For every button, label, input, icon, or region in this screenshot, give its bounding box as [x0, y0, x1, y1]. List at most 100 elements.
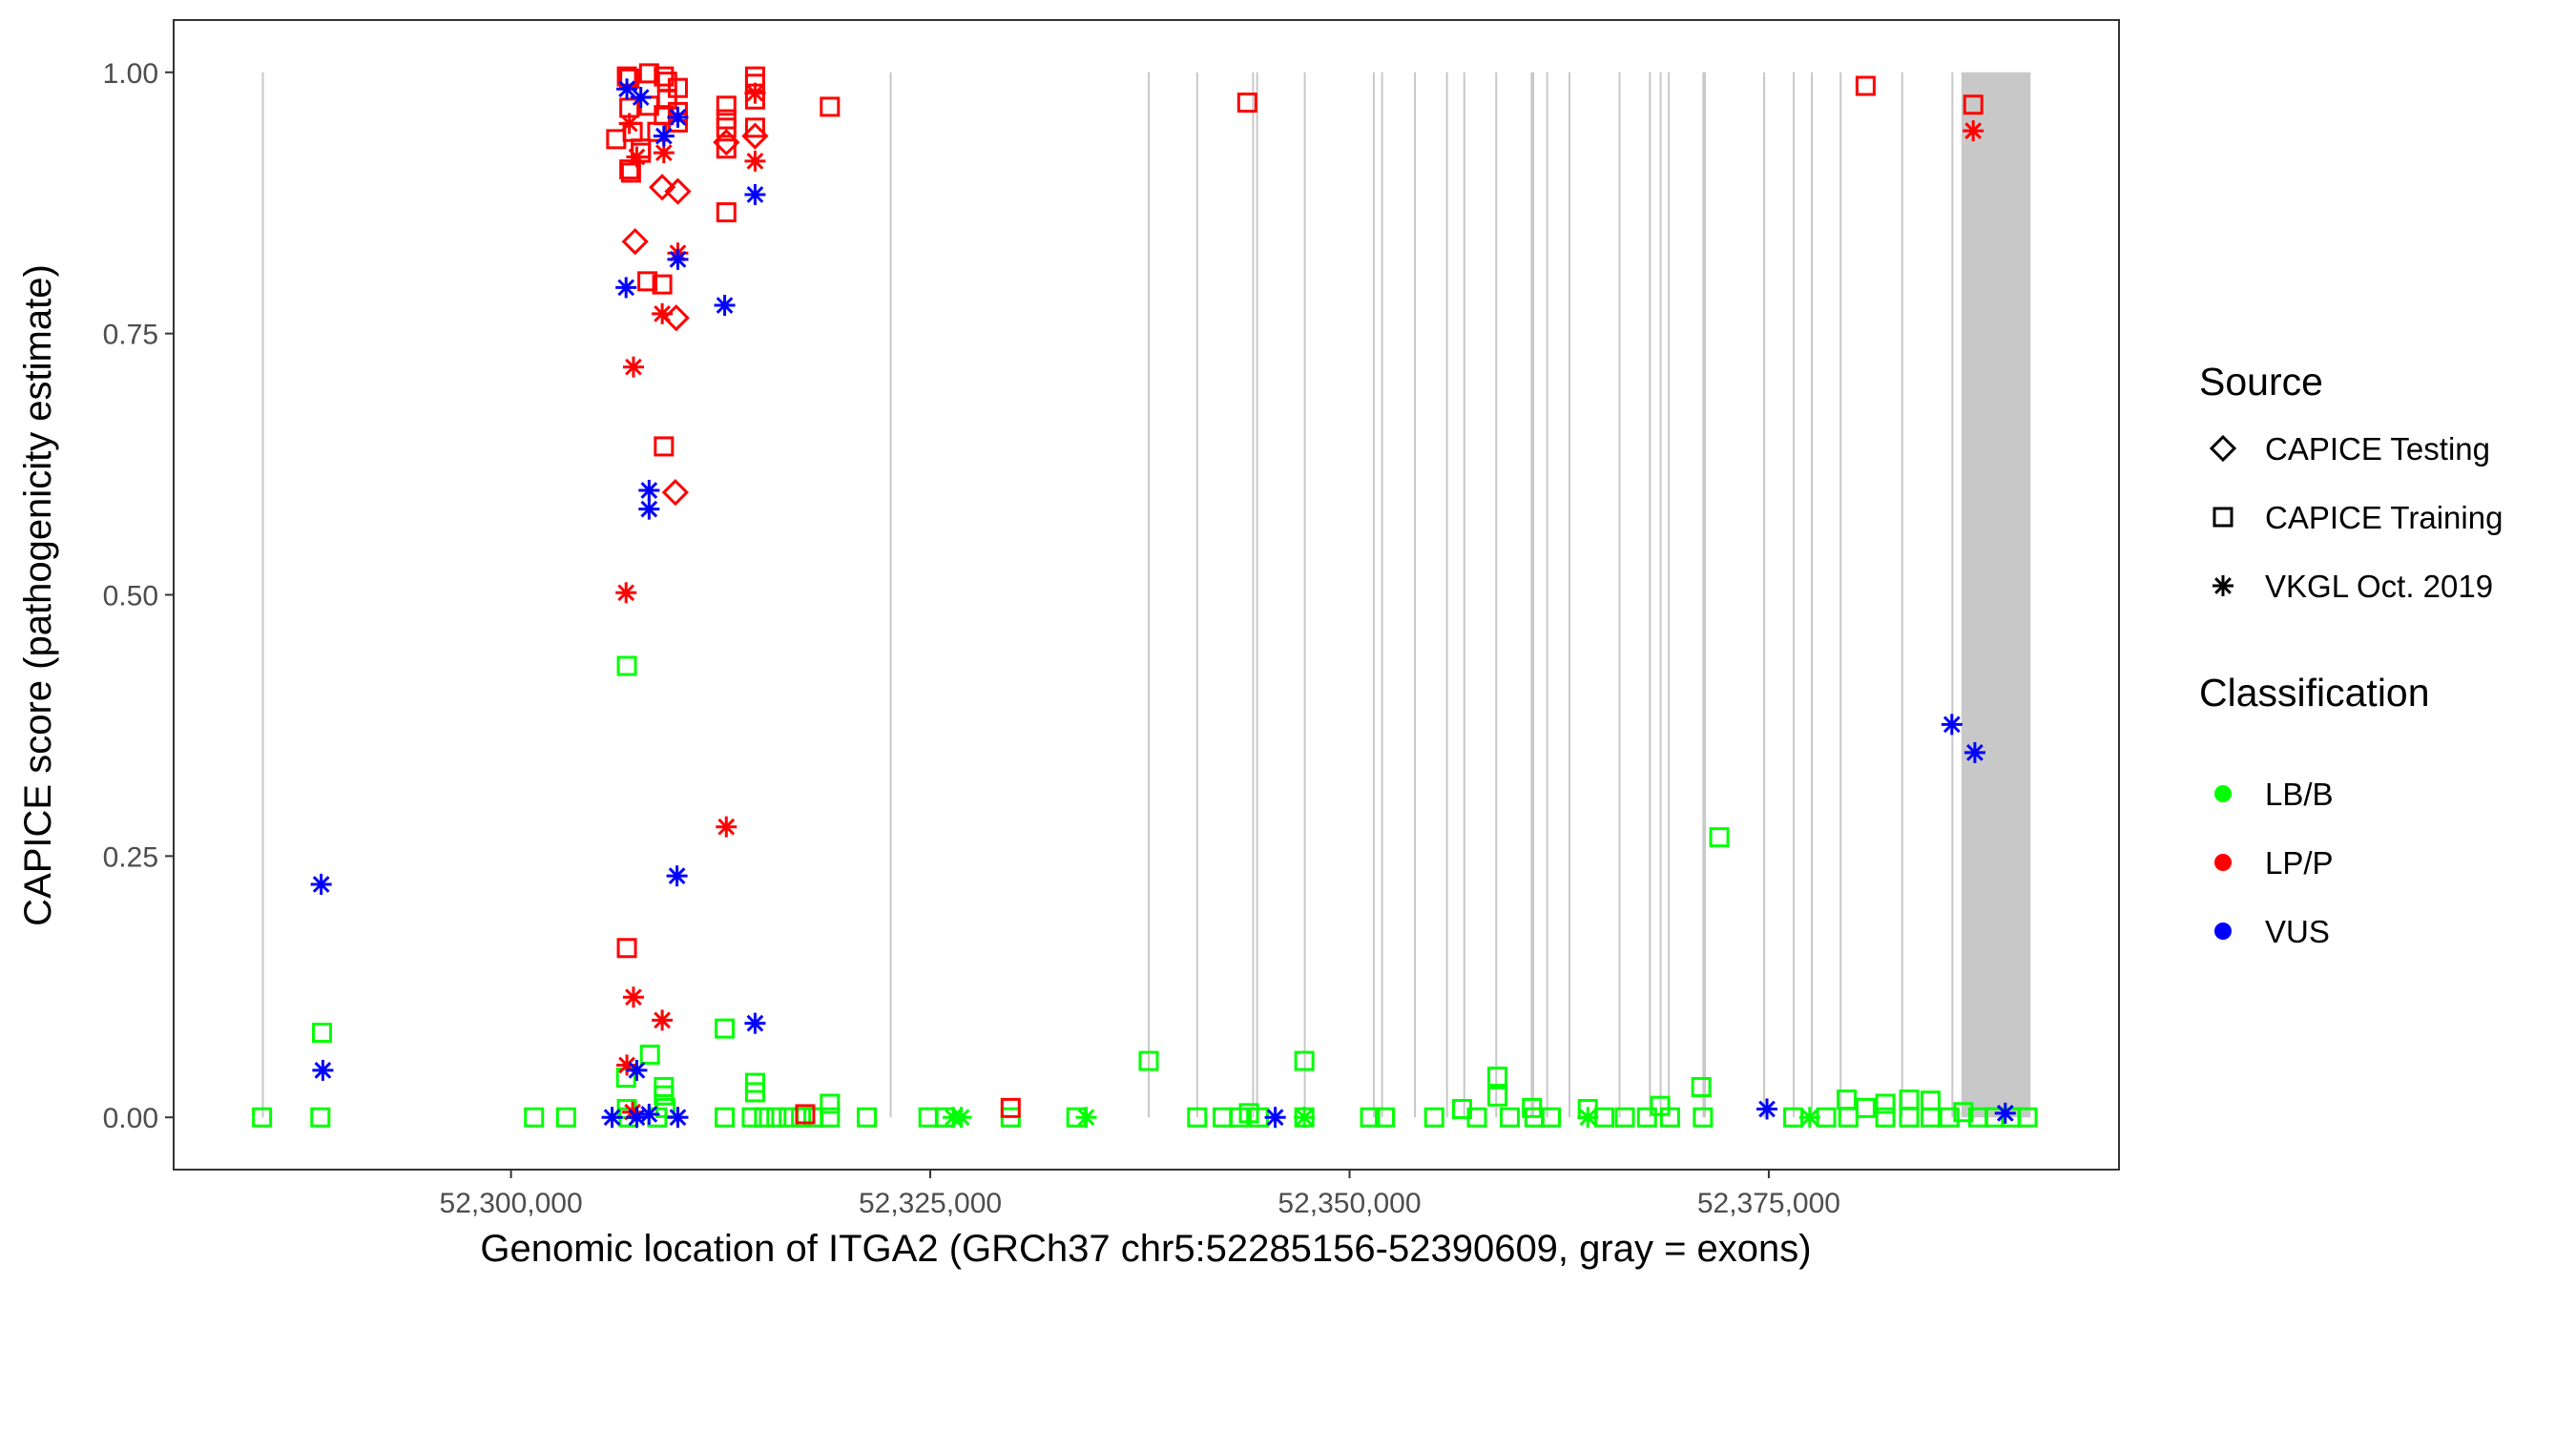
data-point-square-lb-b — [1899, 1107, 1920, 1128]
data-point-square-lb-b — [1920, 1107, 1941, 1128]
data-point-square-lp-p — [716, 117, 737, 138]
data-point-square-lb-b — [820, 1093, 841, 1114]
data-point-asterisk-vus — [744, 183, 766, 205]
data-point-square-lp-p — [795, 1104, 816, 1125]
data-point-square-lb-b — [310, 1107, 331, 1128]
data-point-asterisk-vus — [626, 1107, 648, 1129]
data-point-square-lb-b — [524, 1107, 545, 1128]
legend-class-label: VUS — [2265, 914, 2330, 949]
data-point-square-lb-b — [1466, 1107, 1487, 1128]
data-point-square-lb-b — [1939, 1107, 1960, 1128]
data-point-square-lb-b — [791, 1107, 812, 1128]
data-point-square-lp-p — [652, 274, 673, 295]
data-point-asterisk-lb-b — [1798, 1107, 1820, 1129]
data-point-square-lb-b — [1138, 1050, 1159, 1071]
data-point-square-lb-b — [820, 1107, 841, 1128]
data-point-square-lp-p — [716, 95, 737, 116]
legend-class-label: LP/P — [2265, 845, 2334, 881]
data-point-square-lb-b — [639, 1045, 660, 1065]
data-point-square-lp-p — [637, 271, 658, 292]
data-point-square-lb-b — [1855, 1097, 1876, 1118]
data-point-diamond-lp-p — [621, 228, 649, 256]
data-point-asterisk-lp-p — [652, 1009, 674, 1031]
data-point-square-lb-b — [1709, 827, 1730, 848]
data-point-square-lb-b — [715, 1107, 736, 1128]
data-point-asterisk-lb-b — [1075, 1107, 1097, 1129]
data-point-square-lb-b — [1693, 1107, 1714, 1128]
x-tick-label: 52,350,000 — [1278, 1188, 1421, 1219]
data-point-square-lb-b — [1953, 1102, 1974, 1123]
data-point-asterisk-vus — [653, 125, 675, 147]
data-point-asterisk-lb-b — [1577, 1107, 1599, 1129]
x-tick-label: 52,300,000 — [440, 1188, 583, 1219]
legend-class-label: LB/B — [2265, 777, 2334, 812]
data-point-asterisk-vus — [1756, 1098, 1778, 1120]
data-point-asterisk-lp-p — [744, 82, 766, 104]
data-point-asterisk-lp-p — [618, 113, 640, 135]
data-point-asterisk-vus — [666, 865, 688, 887]
data-point-square-lb-b — [1659, 1107, 1680, 1128]
legend-key-dot-icon — [2214, 785, 2232, 802]
data-point-asterisk-vus — [630, 87, 652, 109]
data-point-asterisk-lp-p — [1963, 120, 1984, 142]
data-point-asterisk-lp-p — [652, 302, 674, 324]
data-point-asterisk-vus — [744, 1012, 766, 1034]
data-point-square-lb-b — [1360, 1107, 1381, 1128]
data-point-asterisk-vus — [667, 248, 689, 270]
data-point-asterisk-vus — [626, 1059, 648, 1081]
data-point-square-lb-b — [654, 1085, 675, 1106]
data-point-asterisk-lp-p — [626, 146, 648, 168]
data-point-square-lb-b — [312, 1022, 333, 1043]
data-point-asterisk-vus — [667, 106, 689, 128]
data-point-square-lb-b — [1375, 1107, 1396, 1128]
data-point-square-lb-b — [741, 1107, 762, 1128]
y-tick-label: 0.00 — [103, 1103, 158, 1134]
data-point-square-lp-p — [667, 77, 688, 98]
data-point-square-lp-p — [716, 202, 737, 223]
points-layer — [252, 63, 2038, 1129]
legend-class-title: Classification — [2199, 671, 2430, 715]
data-point-square-lp-p — [656, 89, 677, 110]
data-point-square-lb-b — [1875, 1093, 1896, 1114]
data-point-square-lb-b — [1187, 1107, 1208, 1128]
y-tick-label: 0.75 — [103, 320, 158, 351]
data-point-square-lp-p — [744, 117, 765, 138]
data-point-asterisk-vus — [638, 498, 660, 520]
data-point-square-lb-b — [744, 1082, 765, 1103]
data-point-asterisk-vus — [615, 277, 637, 299]
data-point-asterisk-vus — [1994, 1102, 2016, 1124]
x-axis-title: Genomic location of ITGA2 (GRCh37 chr5:5… — [480, 1228, 1811, 1270]
data-point-square-lb-b — [1875, 1107, 1896, 1128]
data-point-square-lb-b — [616, 655, 637, 676]
data-point-square-lb-b — [766, 1107, 787, 1128]
data-point-square-lp-p — [1000, 1097, 1021, 1118]
data-point-square-lb-b — [252, 1107, 273, 1128]
data-point-square-lb-b — [1614, 1107, 1635, 1128]
data-point-square-lp-p — [654, 66, 675, 87]
y-tick-label: 1.00 — [103, 58, 158, 90]
data-point-square-lp-p — [1855, 75, 1876, 96]
data-point-square-lb-b — [1423, 1107, 1444, 1128]
data-point-square-lb-b — [555, 1107, 576, 1128]
data-point-square-lp-p — [619, 159, 640, 180]
data-point-asterisk-lp-p — [744, 150, 766, 172]
y-tick-label: 0.50 — [103, 581, 158, 612]
data-point-square-lb-b — [1499, 1107, 1520, 1128]
legend: Source Classification CAPICE Testing CAPI… — [2199, 360, 2503, 949]
y-axis-title: CAPICE score (pathogenicity estimate) — [17, 264, 59, 926]
legend-source-label: CAPICE Testing — [2265, 431, 2490, 467]
legend-source-label: CAPICE Training — [2265, 500, 2503, 535]
data-point-asterisk-vus — [667, 1107, 689, 1129]
legend-key-diamond-icon — [2209, 434, 2237, 463]
data-point-asterisk-vus — [312, 1059, 334, 1081]
legend-key-asterisk-icon — [2212, 575, 2233, 596]
legend-source-title: Source — [2199, 360, 2323, 404]
data-point-asterisk-lp-p — [716, 816, 737, 838]
x-tick-label: 52,325,000 — [859, 1188, 1002, 1219]
data-point-square-lb-b — [1636, 1107, 1657, 1128]
data-point-square-lp-p — [820, 96, 841, 117]
data-point-square-lb-b — [1487, 1086, 1508, 1107]
data-point-asterisk-vus — [310, 873, 332, 895]
data-point-square-lb-b — [1487, 1067, 1508, 1088]
